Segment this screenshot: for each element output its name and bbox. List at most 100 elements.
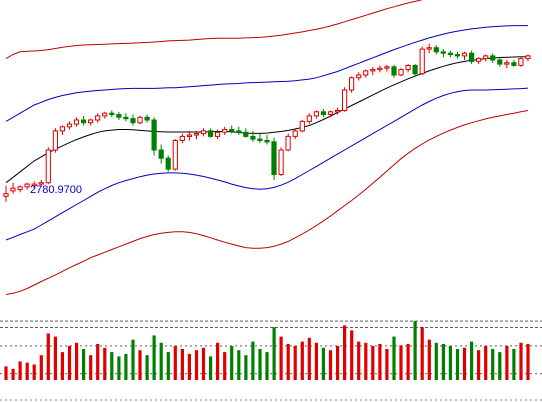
volume-bar (152, 335, 156, 380)
volume-bar (434, 342, 438, 380)
volume-bar (4, 366, 8, 380)
volume-bar (321, 347, 325, 380)
volume-bar (82, 349, 86, 380)
volume-bar (406, 344, 410, 380)
candle-body-up (299, 120, 305, 132)
candle-body-up (88, 119, 94, 124)
volume-bar (89, 355, 93, 380)
candle-body-down (123, 116, 129, 120)
candle-body-down (469, 52, 475, 62)
candle-body-up (525, 55, 531, 60)
volume-bar (293, 345, 297, 380)
volume-bar (60, 352, 64, 380)
candle-body-down (81, 119, 87, 124)
candle-body-up (278, 149, 284, 175)
candle-body-up (222, 129, 228, 133)
candle-body-up (193, 133, 200, 136)
volume-bar (378, 344, 382, 380)
volume-bar (159, 342, 163, 380)
candle-body-up (405, 65, 411, 71)
candle-body-up (102, 112, 108, 117)
candle-body-up (186, 134, 193, 137)
candle-body-down (264, 140, 270, 143)
volume-bar (279, 336, 283, 380)
volume-bar (251, 341, 255, 380)
volume-bar (110, 352, 114, 380)
candle-body-up (483, 55, 489, 60)
candle-body-up (370, 69, 376, 72)
volume-bar (11, 368, 15, 380)
volume-bar (343, 325, 347, 380)
candle-body-up (518, 58, 524, 66)
candle-body-up (45, 149, 51, 184)
candle-body-up (306, 115, 312, 122)
candle-body-down (236, 130, 242, 133)
volume-bar (328, 350, 333, 380)
candle-body-down (497, 59, 503, 65)
candle-body-down (208, 130, 214, 137)
candle-body-up (95, 115, 101, 121)
candle-body-up (31, 183, 37, 187)
volume-bar (526, 344, 530, 380)
candle-body-up (313, 111, 319, 117)
volume-bar (491, 349, 495, 380)
candle-body-up (10, 187, 16, 192)
volume-bar (399, 345, 403, 380)
candle-body-up (292, 130, 298, 137)
volume-bar (470, 341, 474, 380)
volume-bar (427, 339, 431, 380)
candle-body-up (179, 135, 185, 141)
volume-bar (314, 342, 318, 380)
candle-body-up (38, 182, 44, 185)
volume-bar (286, 344, 290, 380)
candle-body-up (24, 183, 30, 188)
candle-body-down (229, 129, 235, 132)
candle-body-down (490, 55, 496, 61)
volume-bar (519, 342, 523, 380)
volume-bar (230, 345, 234, 380)
volume-bar (166, 352, 170, 380)
candle-body-up (349, 77, 355, 91)
inner-lower-band-line (5, 87, 529, 241)
outer-lower-band-line (5, 110, 529, 295)
volume-bar (201, 347, 206, 380)
candle-body-down (151, 119, 157, 151)
volume-bar (420, 327, 424, 380)
candle-body-down (447, 52, 453, 56)
volume-bar (336, 345, 340, 380)
volume-bar (187, 354, 191, 380)
candle-body-up (172, 140, 178, 170)
volume-bar (53, 336, 57, 380)
candle-body-up (327, 111, 334, 116)
volume-bar (46, 333, 50, 380)
candle-body-up (476, 58, 482, 62)
candle-body-down (165, 157, 171, 170)
candle-body-up (356, 74, 362, 79)
candle-body-up (384, 66, 390, 69)
candle-body-down (250, 135, 256, 140)
volume-bar (385, 349, 389, 380)
candle-body-up (3, 193, 9, 197)
volume-bar (512, 349, 516, 380)
volume-bar (265, 352, 269, 380)
candle-body-up (342, 89, 348, 111)
price-label: 2780.9700 (30, 184, 82, 196)
candle-body-down (391, 66, 397, 76)
volume-bar (117, 356, 121, 380)
candle-body-down (243, 131, 249, 137)
volume-bar (307, 337, 311, 380)
bands-layer (5, 0, 529, 295)
volume-bar (455, 349, 460, 380)
volume-bar (131, 339, 135, 380)
volume-bar (350, 330, 354, 380)
volume-bar (364, 342, 368, 380)
volume-bar (138, 350, 142, 380)
candle-body-up (17, 186, 23, 191)
volume-bar (194, 350, 199, 380)
volume-bar (448, 345, 452, 380)
volume-bar (39, 355, 43, 380)
candle-body-up (377, 67, 383, 71)
middle-band-line (5, 56, 528, 184)
volume-bar (300, 341, 304, 380)
